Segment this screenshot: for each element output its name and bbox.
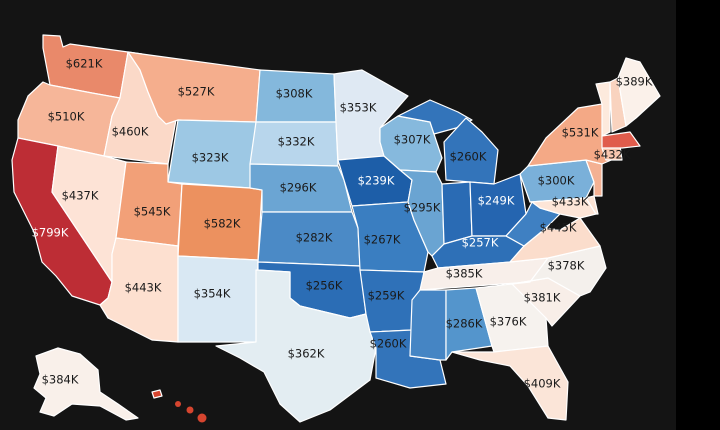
label-md: $433K [552,195,589,209]
label-il: $295K [404,201,441,215]
state-ms[interactable] [409,289,447,361]
label-me: $389K [616,75,653,89]
state-ak[interactable] [33,347,139,421]
label-wi: $307K [394,133,431,147]
state-mt[interactable] [127,51,261,125]
label-ma: $432K [594,148,631,162]
label-mt: $527K [178,85,215,99]
state-il[interactable] [399,169,445,257]
hawaii-island [197,413,207,423]
label-wa: $621K [66,57,103,71]
label-ks: $282K [296,231,333,245]
label-sc: $381K [524,291,561,305]
state-tx[interactable] [215,269,377,423]
state-ma[interactable] [601,131,641,149]
value-labels: $621K $510K $799K $460K $437K $527K $323… [32,57,653,391]
state-vt[interactable] [595,81,611,137]
label-la: $260K [370,337,407,351]
hawaii-island [186,406,194,414]
label-mi: $260K [450,150,487,164]
label-ky: $257K [462,236,499,250]
label-id: $460K [112,125,149,139]
edge-strip [676,0,720,430]
label-nv: $437K [62,189,99,203]
hawaii-islands [175,401,207,423]
label-ca: $799K [32,226,69,240]
state-hi[interactable] [151,389,163,399]
label-nm: $354K [194,287,231,301]
label-nc: $378K [548,259,585,273]
label-or: $510K [48,110,85,124]
state-me[interactable] [617,57,661,127]
label-ak: $384K [42,373,79,387]
label-mn: $353K [340,101,377,115]
label-pa: $300K [538,174,575,188]
label-ny: $531K [562,126,599,140]
label-al: $286K [446,317,483,331]
label-ga: $376K [490,315,527,329]
label-mo: $267K [364,233,401,247]
label-va: $445K [540,221,577,235]
label-oh: $249K [478,194,515,208]
state-de[interactable] [585,195,599,215]
label-ok: $256K [306,279,343,293]
label-ia: $239K [358,174,395,188]
label-ar: $259K [368,289,405,303]
label-sd: $332K [278,135,315,149]
label-co: $582K [204,217,241,231]
label-tx: $362K [288,347,325,361]
label-az: $443K [125,281,162,295]
label-nd: $308K [276,87,313,101]
label-fl: $409K [524,377,561,391]
state-co[interactable] [177,183,263,261]
hawaii-island [175,401,181,407]
label-wy: $323K [192,151,229,165]
states-layer [11,34,661,423]
label-tn: $385K [446,267,483,281]
state-fl[interactable] [451,345,569,421]
label-ut: $545K [134,205,171,219]
label-ne: $296K [280,181,317,195]
